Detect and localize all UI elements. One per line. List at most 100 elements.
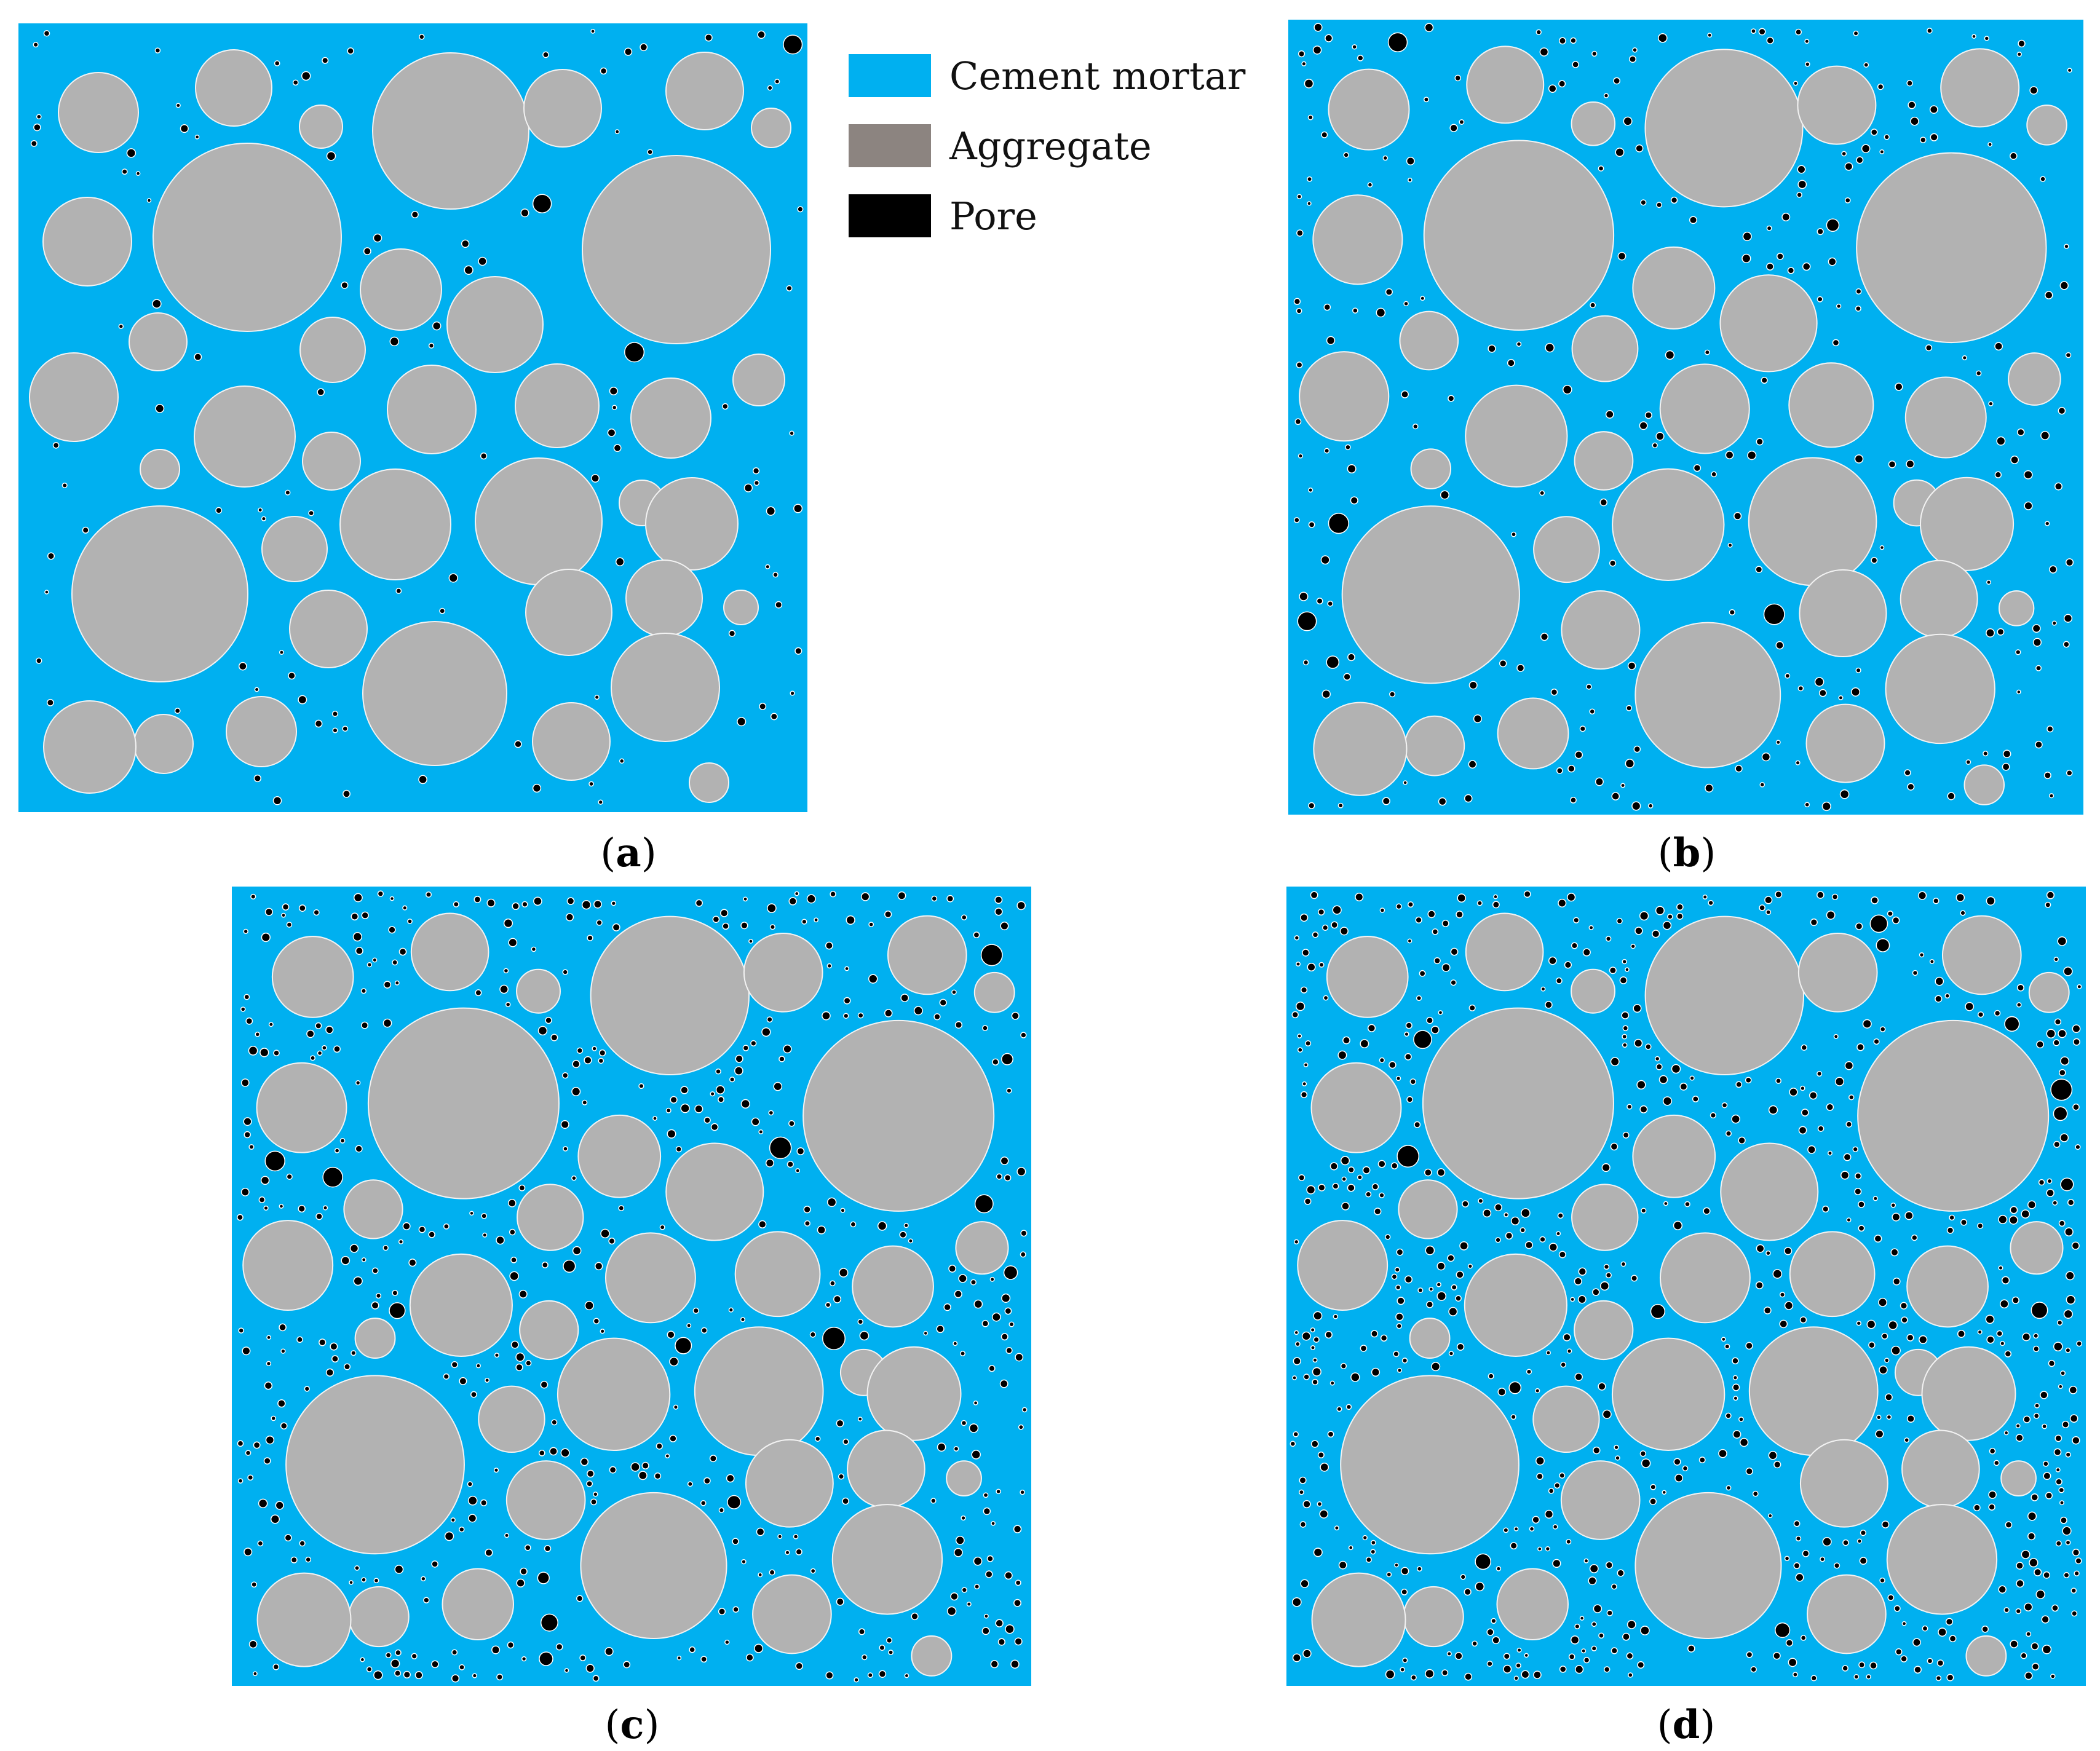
pore [2058,1384,2063,1389]
pore [2049,793,2054,799]
aggregate-particle [525,569,612,656]
pore [2035,665,2042,671]
pore [343,789,351,798]
pore [1454,1651,1463,1660]
pore [1610,1057,1620,1067]
pore [1516,341,1522,347]
pore [1497,1388,1507,1396]
pore [1296,194,1302,200]
pore [592,1046,597,1051]
pore [1742,231,1752,242]
pore [652,1116,657,1121]
pore [884,910,892,919]
pore [1401,390,1409,398]
pore [665,1107,672,1113]
pore [1436,1282,1441,1287]
aggregate-particle [1404,715,1465,777]
pore [769,1569,775,1576]
pore [1946,1674,1954,1682]
pore [1645,1043,1652,1050]
pore [1436,1262,1446,1271]
pore [1385,1669,1395,1680]
pore [512,902,520,911]
pore [1338,1560,1347,1570]
pore [459,1526,465,1533]
pore [263,1457,271,1465]
pore [2051,1604,2059,1612]
pore [1622,1025,1629,1032]
pore [395,588,402,595]
aggregate-particle [1799,569,1887,658]
pore [274,60,280,66]
pore [1313,23,1323,32]
pore [1908,101,1916,109]
pore [352,932,363,942]
pore [599,1049,606,1057]
pore [236,1214,244,1221]
aggregate-particle [604,1232,696,1324]
pore [774,79,780,85]
pore [1878,1297,1888,1307]
pore [1591,1621,1597,1627]
aggregate-particle [1921,1346,2016,1441]
pore [838,1473,844,1480]
pore [1650,1303,1666,1319]
pore [867,1672,873,1678]
pore [1320,555,1330,565]
pore [2010,1640,2019,1648]
aggregate-particle [946,1460,982,1496]
pore [467,1481,473,1487]
pore [2054,1434,2062,1442]
pore [689,1646,696,1653]
pore [2024,1602,2033,1611]
pore [1986,628,1995,638]
pore [1015,1579,1021,1586]
pore [2060,1516,2067,1524]
pore [2072,1024,2081,1034]
pore [532,783,542,793]
pore [1833,1562,1840,1569]
pore [2010,152,2018,160]
pore [903,1223,909,1228]
pore [486,898,496,907]
pore [1721,1102,1728,1109]
pore [1457,893,1467,903]
pore [2008,1215,2018,1225]
pore [1854,1187,1862,1196]
pore [796,1147,805,1155]
pore [451,1649,458,1656]
pore [1591,1645,1597,1651]
pore [1846,1217,1852,1223]
pore [2045,1492,2053,1500]
pore [507,1641,515,1649]
pore [1352,307,1358,314]
pore [325,1026,334,1034]
pore [1641,1458,1651,1468]
aggregate-particle [955,1221,1009,1275]
pore [1854,454,1864,464]
pore [1818,689,1827,697]
pore [777,1534,783,1540]
aggregate-particle [1341,505,1520,684]
pore [1492,1636,1500,1645]
pore [333,1045,341,1053]
pore [576,1595,584,1602]
aggregate-particle [1998,590,2035,626]
pore [955,1535,965,1545]
pore [1855,667,1861,673]
pore [1362,1166,1371,1174]
pore [264,1150,285,1172]
pore [257,1540,264,1547]
pore [582,1099,588,1105]
pore [1689,216,1697,224]
pore [1302,659,1309,666]
pore [1313,1336,1320,1343]
pore [270,1514,280,1524]
pore [1876,938,1890,952]
pore [1570,1297,1575,1302]
pore [1292,1375,1297,1380]
pore [1588,925,1594,930]
aggregate-particle [1311,1572,1406,1667]
pore [1804,39,1810,44]
pore [1876,1415,1882,1420]
